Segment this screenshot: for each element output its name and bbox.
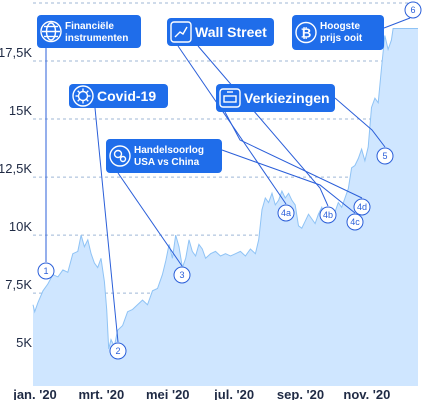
y-tick-label: 5K [16,335,32,350]
event-marker-2: 2 [109,342,127,360]
x-tick-label: mrt. '20 [79,387,125,400]
event-marker-1: 1 [37,262,55,280]
leader-line-7 [334,97,386,148]
annotation-box-bg [167,18,274,46]
marker-label: 1 [43,266,48,276]
event-marker-5: 5 [376,147,394,165]
marker-label: 4b [323,210,333,220]
annotation-box-bg [69,84,168,108]
annotation-box-bg [37,15,141,48]
gears-icon [109,145,131,167]
marker-circle [376,147,394,165]
annotation-box-bg [216,84,335,112]
leader-line-8 [383,17,411,29]
virus-icon [72,85,94,107]
bitcoin-icon: ₿ [295,21,317,44]
leader-line-6 [221,149,356,214]
price-area [33,28,418,386]
annotation-box-2: Covid-19 [69,84,168,108]
marker-circle [277,204,295,222]
annotation-text: Handelsoorlog USA vs China [134,145,204,168]
y-axis-ticks: 5K 7,5K 10K 12,5K 15K 17,5K 20K [0,0,32,350]
price-line [32,28,418,350]
trending-chart-icon [170,21,192,43]
y-tick-label: 15K [9,103,32,118]
annotation-box-6: ₿ Hoogste prijs ooit [292,15,384,50]
leader-line-1 [94,107,119,343]
globe-icon [40,20,62,43]
marker-circle [319,206,337,224]
annotation-box-4b: Verkiezingen [216,84,335,112]
marker-label: 3 [179,270,184,280]
marker-circle [173,266,191,284]
annotation-text: Wall Street [195,24,267,40]
event-markers: 1 2 3 4a 4b 4c 4d 5 6 [37,1,422,360]
event-marker-4a: 4a [277,204,295,222]
event-marker-6: 6 [404,1,422,19]
x-tick-label: jul. '20 [213,387,254,400]
event-marker-4d: 4d [353,198,371,216]
annotation-box-4a: Wall Street [167,18,274,46]
annotation-text: Financiële instrumenten [65,21,128,44]
marker-circle [404,1,422,19]
marker-circle [353,198,371,216]
y-tick-label: 7,5K [5,277,32,292]
marker-label: 4c [350,217,360,227]
annotation-box-1: Financiële instrumenten [37,15,141,48]
leader-line-4 [197,45,329,207]
annotation-boxes: Financiële instrumenten Covid-19 Handelsoor… [37,15,384,173]
annotation-text: Verkiezingen [244,90,330,106]
leader-line-2 [117,172,183,267]
marker-label: 5 [382,151,387,161]
annotation-text: Covid-19 [97,88,156,104]
event-marker-3: 3 [173,266,191,284]
leader-line-5 [224,111,363,199]
x-tick-label: nov. '20 [343,387,390,400]
y-tick-label: 17,5K [0,45,32,60]
svg-text:₿: ₿ [301,27,312,42]
y-tick-label: 20K [9,0,32,2]
x-tick-label: jan. '20 [12,387,57,400]
area-layer [32,28,418,386]
x-tick-label: mei '20 [146,387,190,400]
event-marker-4b: 4b [319,206,337,224]
marker-label: 2 [115,346,120,356]
x-axis-ticks: jan. '20 mrt. '20 mei '20 jul. '20 sep. '20 n… [12,387,390,400]
marker-label: 4a [281,208,291,218]
annotation-box-bg [292,15,384,50]
x-tick-label: sep. '20 [277,387,324,400]
y-tick-label: 12,5K [0,161,32,176]
ballot-box-icon [219,88,241,108]
y-tick-label: 10K [9,219,32,234]
event-marker-4c: 4c [346,213,364,231]
annotation-box-bg [106,139,222,173]
annotation-box-3: Handelsoorlog USA vs China [106,139,222,173]
marker-circle [109,342,127,360]
marker-label: 6 [410,5,415,15]
annotation-text: Hoogste prijs ooit [320,21,363,44]
marker-circle [346,213,364,231]
marker-circle [37,262,55,280]
marker-label: 4d [357,202,367,212]
